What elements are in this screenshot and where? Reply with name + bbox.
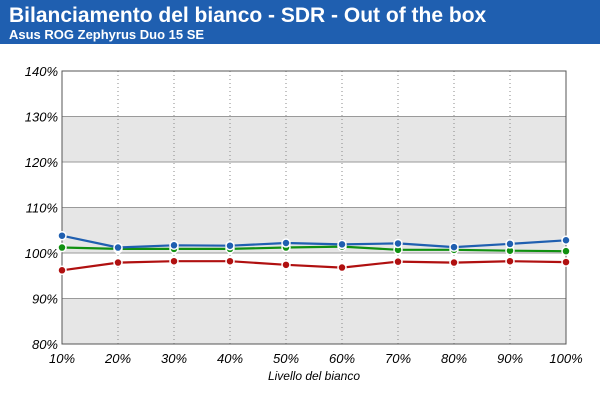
blue-series-point — [169, 240, 179, 251]
red-series-point — [113, 257, 123, 268]
blue-series-point — [505, 239, 515, 249]
series-points — [57, 230, 571, 276]
blue-series-point — [281, 238, 291, 248]
x-tick-label: 10% — [49, 351, 75, 366]
y-tick-label: 110% — [26, 201, 58, 216]
background-band — [62, 162, 566, 208]
blue-series-point — [225, 240, 235, 251]
blue-series-point — [393, 238, 403, 249]
blue-series-point — [113, 242, 123, 253]
x-tick-label: 80% — [441, 351, 467, 366]
red-series-point — [561, 257, 571, 267]
y-tick-label: 140% — [25, 64, 58, 79]
chart-header: Bilanciamento del bianco - SDR - Out of … — [0, 0, 600, 44]
blue-series-point — [561, 235, 571, 246]
x-tick-label: 30% — [161, 351, 187, 366]
x-tick-label: 40% — [217, 351, 243, 366]
red-series-point — [449, 257, 459, 268]
y-tick-label: 100% — [25, 246, 58, 261]
x-tick-label: 60% — [329, 351, 355, 366]
line-chart: 80% 90% 100% 110% 120% 130% 140% 10% 20% 30% 40% 5… — [25, 64, 583, 383]
background-band — [62, 298, 566, 344]
blue-series-line — [61, 234, 567, 249]
red-series-point — [393, 256, 403, 267]
chart-subtitle: Asus ROG Zephyrus Duo 15 SE — [9, 27, 205, 42]
green-series-point — [561, 246, 571, 256]
grid-lines — [61, 70, 567, 345]
y-tick-label: 120% — [25, 155, 58, 170]
x-tick-label: 100% — [549, 351, 582, 366]
blue-series-point — [449, 242, 459, 252]
blue-series-point — [57, 230, 67, 241]
x-tick-label: 90% — [497, 351, 523, 366]
x-tick-label: 50% — [273, 351, 299, 366]
background-band — [62, 116, 566, 162]
x-tick-label: 70% — [385, 351, 411, 366]
y-tick-label: 90% — [32, 292, 58, 307]
red-series-point — [169, 256, 179, 266]
chart-title: Bilanciamento del bianco - SDR - Out of … — [9, 4, 487, 27]
x-axis-ticks: 10% 20% 30% 40% 50% 60% 70% 80% 90% 100% — [49, 351, 583, 366]
red-series-line — [61, 260, 567, 272]
green-series-point — [57, 242, 67, 253]
red-series-point — [225, 256, 235, 266]
red-series-point — [505, 256, 515, 266]
background-band — [62, 71, 566, 117]
y-tick-label: 80% — [32, 337, 58, 352]
background-band — [62, 253, 566, 299]
x-axis-label: Livello del bianco — [268, 369, 360, 383]
plot-border — [61, 70, 567, 345]
background-bands — [62, 71, 566, 344]
red-series-point — [57, 265, 67, 276]
y-axis-ticks: 80% 90% 100% 110% 120% 130% 140% — [25, 64, 58, 352]
red-series-point — [337, 262, 347, 273]
y-tick-label: 130% — [25, 110, 58, 125]
x-tick-label: 20% — [104, 351, 131, 366]
blue-series-point — [337, 239, 347, 250]
green-series-line — [61, 245, 567, 253]
red-series-point — [281, 260, 291, 270]
series-lines — [61, 234, 567, 272]
